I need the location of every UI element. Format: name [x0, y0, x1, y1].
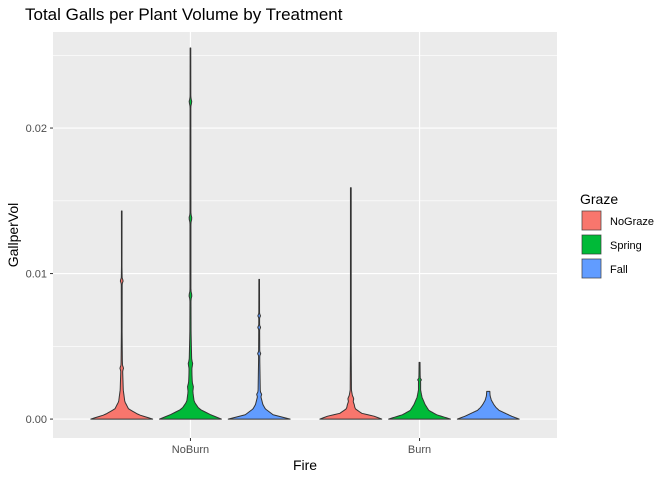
plot-panel — [53, 32, 557, 438]
violin-noburn-fall — [227, 278, 291, 420]
y-tick-label: 0.02 — [26, 123, 47, 135]
chart-title: Total Galls per Plant Volume by Treatmen… — [25, 5, 343, 24]
legend-swatch-fall — [581, 258, 602, 279]
legend-label-spring: Spring — [610, 240, 642, 252]
x-axis-title: Fire — [293, 457, 317, 473]
violins — [90, 47, 520, 420]
legend-swatch-spring — [581, 234, 602, 255]
legend-swatch-nograze — [581, 210, 602, 231]
violin-noburn-spring — [159, 47, 222, 420]
x-tick-label: NoBurn — [172, 444, 209, 456]
violin-burn-spring — [388, 361, 451, 420]
legend-label-fall: Fall — [610, 264, 628, 276]
axes: 0.00 0.01 0.02 NoBurn Burn — [26, 123, 432, 456]
violin-noburn-nograze — [90, 210, 154, 420]
violin-burn-fall — [456, 390, 520, 420]
legend-title: Graze — [580, 191, 618, 207]
x-tick-label: Burn — [408, 444, 431, 456]
y-tick-label: 0.00 — [26, 414, 47, 426]
y-axis-title: GallperVol — [5, 203, 21, 268]
legend: Graze NoGraze Spring Fall — [580, 191, 654, 279]
violin-burn-nograze — [319, 187, 383, 420]
y-tick-label: 0.01 — [26, 269, 47, 281]
legend-label-nograze: NoGraze — [610, 216, 654, 228]
